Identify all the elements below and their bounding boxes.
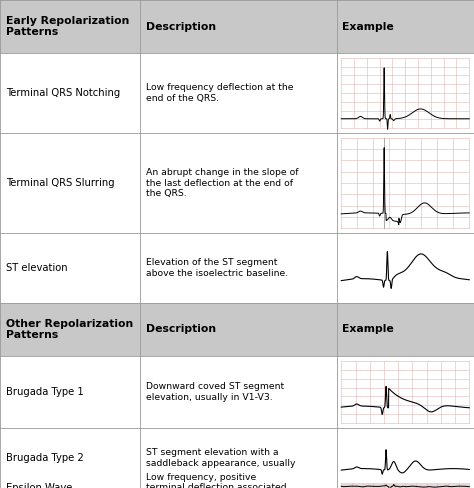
Bar: [0, 233, 474, 303]
Text: ST elevation: ST elevation: [6, 263, 67, 273]
Text: Example: Example: [342, 21, 394, 32]
Text: Other Repolarization
Patterns: Other Repolarization Patterns: [6, 319, 133, 340]
Text: Early Repolarization
Patterns: Early Repolarization Patterns: [6, 16, 129, 37]
Text: Downward coved ST segment
elevation, usually in V1-V3.: Downward coved ST segment elevation, usu…: [146, 382, 283, 402]
Bar: [0, 356, 474, 428]
Text: Elevation of the ST segment
above the isoelectric baseline.: Elevation of the ST segment above the is…: [146, 258, 288, 278]
Bar: [0, 428, 474, 488]
Text: Description: Description: [146, 21, 216, 32]
Bar: [140, 303, 337, 356]
Text: Brugada Type 2: Brugada Type 2: [6, 453, 83, 463]
Text: Brugada Type 1: Brugada Type 1: [6, 387, 83, 397]
Text: ST segment elevation with a
saddleback appearance, usually: ST segment elevation with a saddleback a…: [146, 448, 295, 468]
Bar: [0, 53, 474, 133]
Text: Low frequency, positive
terminal deflection associated
with ARVC, usually in V1-: Low frequency, positive terminal deflect…: [146, 473, 286, 488]
Bar: [0, 303, 140, 356]
Text: Description: Description: [146, 325, 216, 334]
Text: Terminal QRS Slurring: Terminal QRS Slurring: [6, 178, 114, 188]
Text: Low frequency deflection at the
end of the QRS.: Low frequency deflection at the end of t…: [146, 83, 293, 102]
Bar: [0, 0, 140, 53]
Text: Terminal QRS Notching: Terminal QRS Notching: [6, 88, 120, 98]
Text: Epsilon Wave: Epsilon Wave: [6, 483, 72, 488]
Text: Example: Example: [342, 325, 394, 334]
Bar: [0, 133, 474, 233]
Bar: [337, 303, 474, 356]
Bar: [337, 0, 474, 53]
Text: An abrupt change in the slope of
the last deflection at the end of
the QRS.: An abrupt change in the slope of the las…: [146, 168, 298, 198]
Bar: [140, 0, 337, 53]
